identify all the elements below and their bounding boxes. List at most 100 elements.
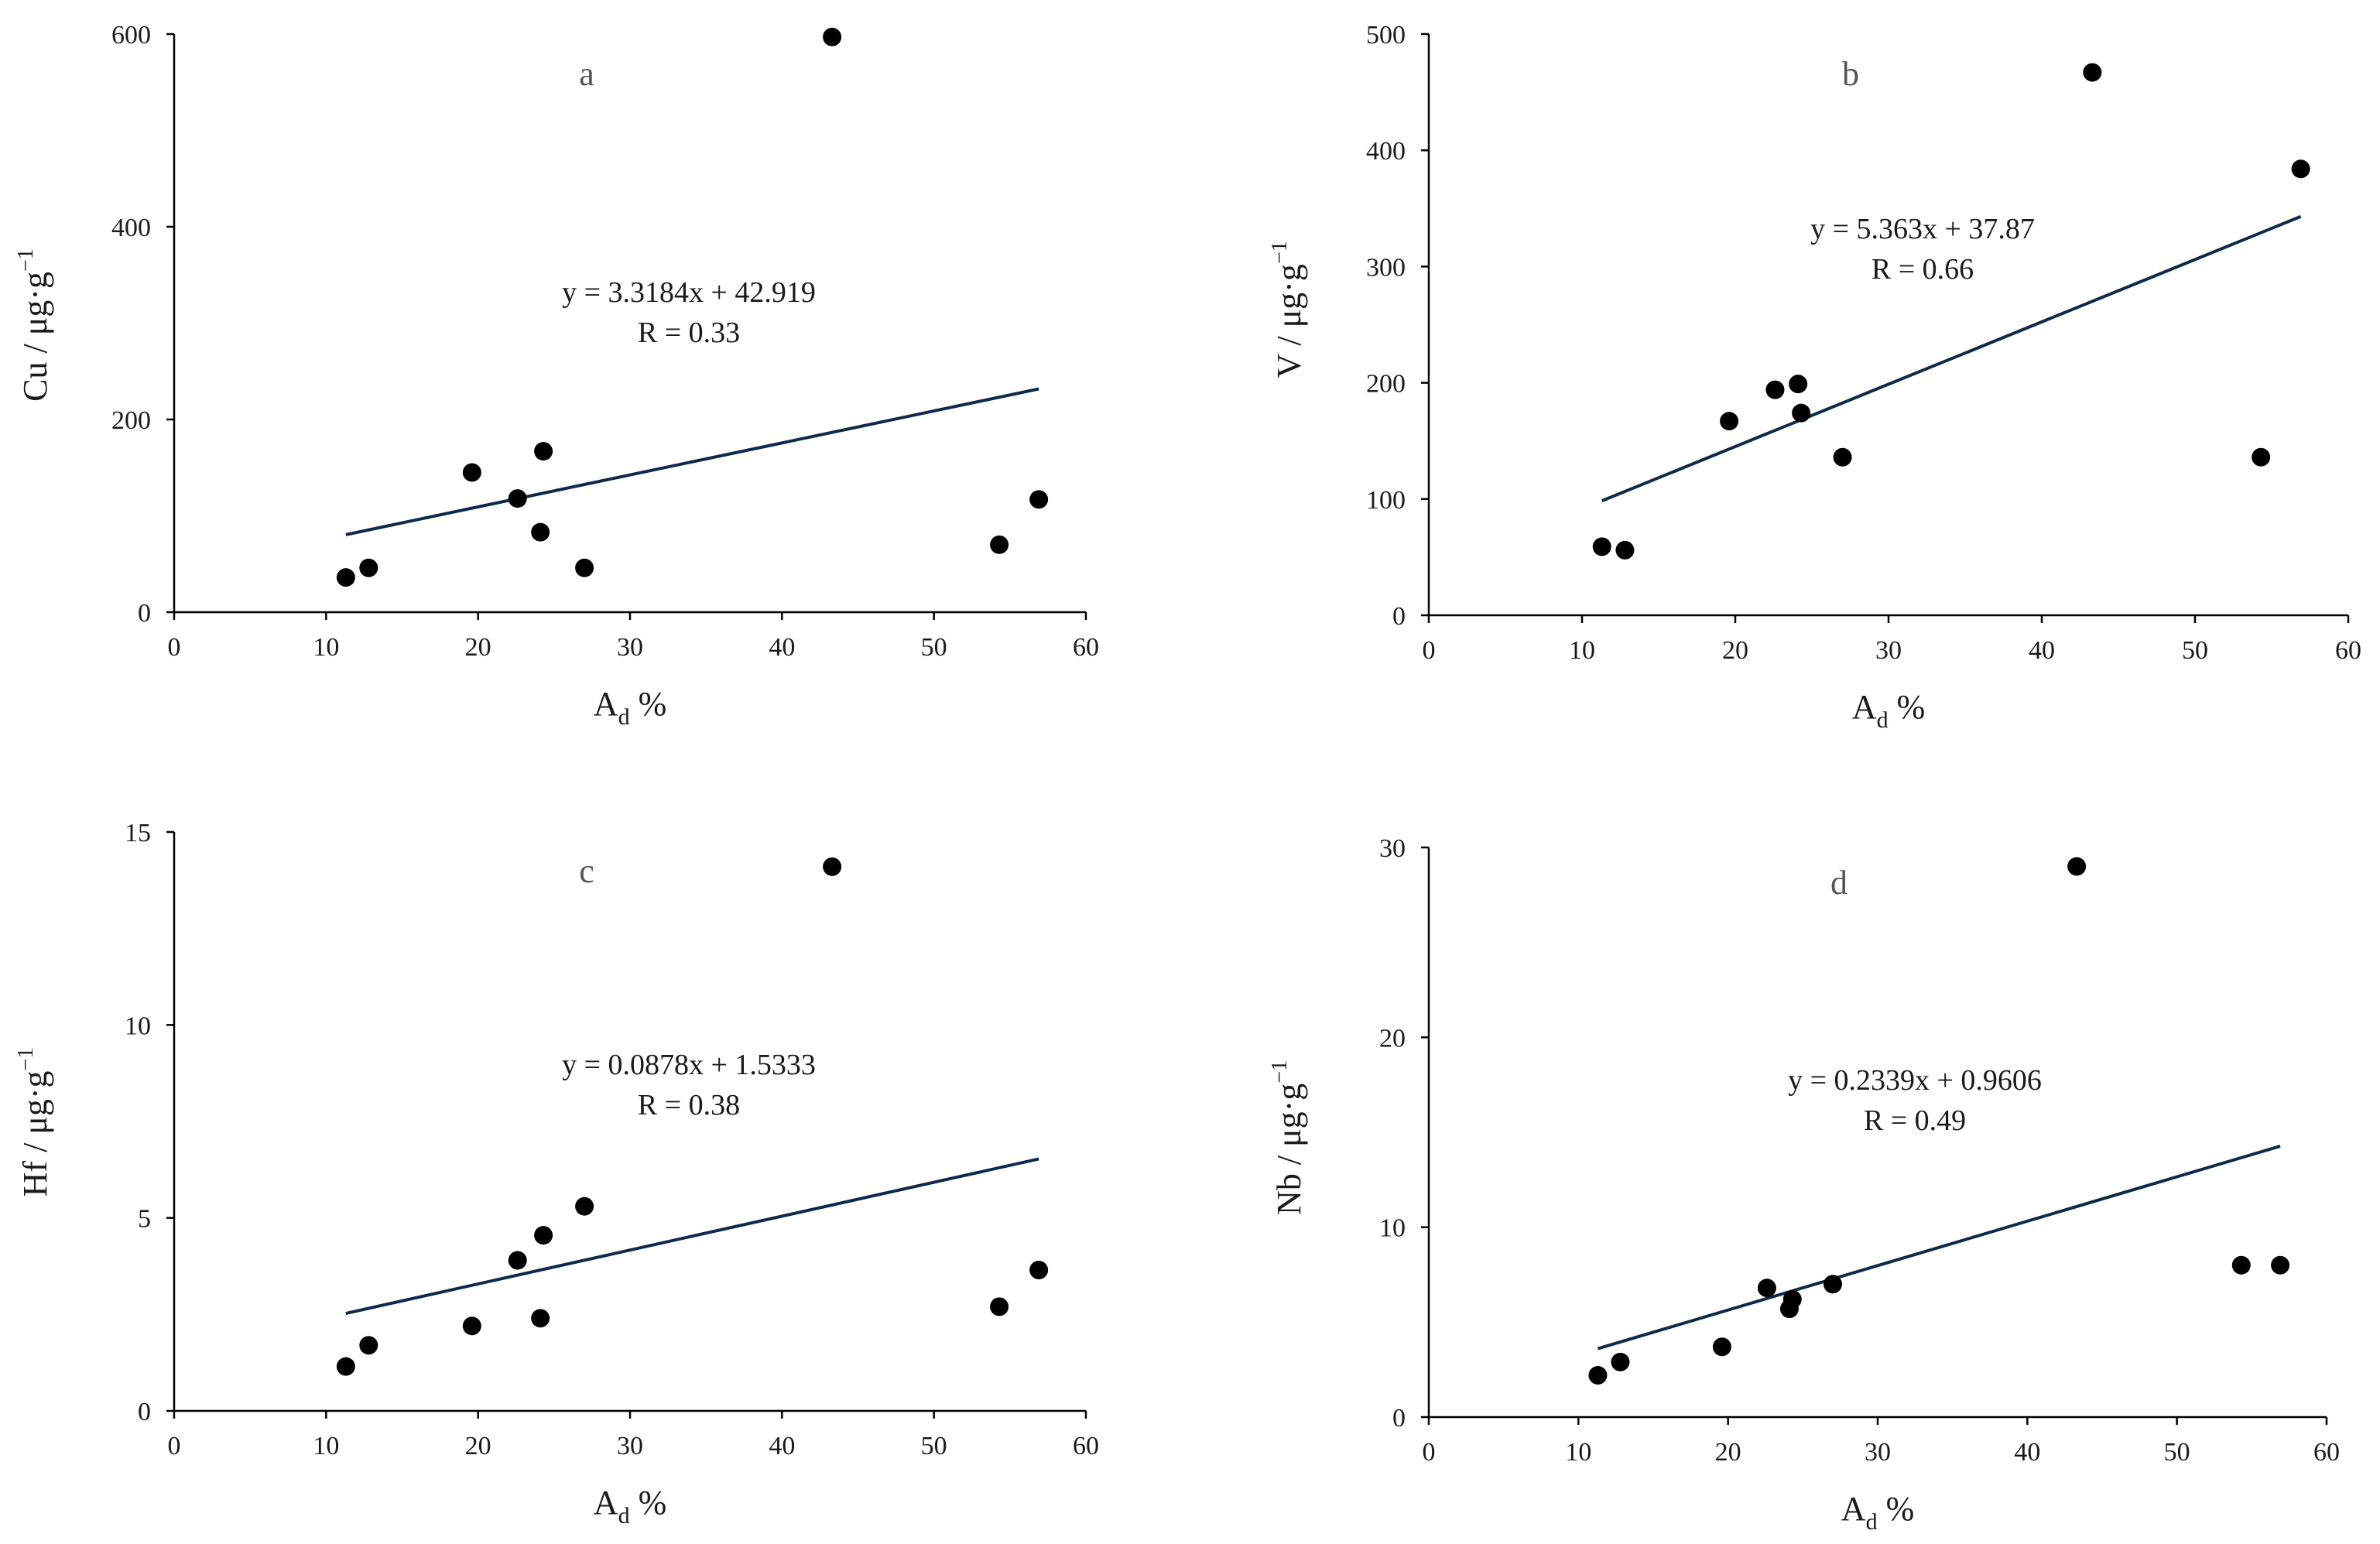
x-axis-title-unit: %: [1889, 688, 1926, 726]
x-tick-label: 0: [1423, 636, 1436, 665]
x-axis-title-main: A: [594, 685, 618, 723]
x-tick-label: 50: [921, 633, 947, 662]
trend-line: [345, 387, 1039, 536]
data-point: [1029, 490, 1049, 509]
y-axis-title-group: V / μg·g−1: [1268, 241, 1308, 378]
data-point: [1824, 1275, 1842, 1294]
x-axis-title: Ad %: [594, 685, 666, 730]
panel-d: 0 10 20 30 40 50 60 0 10 20 30 d y = 0.2339x + 0.960…: [1268, 834, 2340, 1535]
data-point: [508, 1251, 527, 1270]
data-point: [1029, 1260, 1049, 1279]
y-axis-title-group: Cu / μg·g−1: [14, 248, 54, 402]
data-point: [2271, 1255, 2290, 1275]
correlation-label: R = 0.49: [1864, 1104, 1966, 1137]
x-axis-title-main: A: [1841, 1490, 1866, 1528]
x-axis-title-main: A: [594, 1484, 618, 1522]
x-tick-label: 60: [1073, 633, 1099, 662]
y-axis-title-superscript: −1: [1268, 1060, 1292, 1084]
x-tick-label: 60: [2313, 1438, 2340, 1467]
y-axis-title-group: Nb / μg·g−1: [1268, 1060, 1308, 1215]
x-tick-label: 40: [769, 1432, 795, 1460]
x-tick-label: 60: [1073, 1432, 1099, 1460]
regression-equation: y = 0.0878x + 1.5333: [562, 1049, 816, 1081]
data-point: [1611, 1352, 1630, 1371]
data-point: [531, 1309, 550, 1328]
y-axis-title: Hf / μg·g−1: [14, 1048, 54, 1197]
correlation-label: R = 0.38: [638, 1089, 740, 1121]
trend-line: [1601, 214, 2302, 502]
data-point: [823, 27, 842, 46]
y-tick-label: 600: [111, 21, 151, 50]
x-axis-title-subscript: d: [618, 1503, 630, 1529]
x-axis-title-subscript: d: [1866, 1509, 1878, 1535]
data-point: [990, 1297, 1009, 1316]
x-axis-title-subscript: d: [618, 704, 630, 730]
y-tick-label: 200: [111, 406, 151, 435]
data-point: [534, 1226, 553, 1245]
y-tick-label: 200: [1366, 370, 1406, 399]
y-axis-title-superscript: −1: [1268, 241, 1292, 264]
data-point: [336, 1357, 355, 1376]
y-tick-label: 0: [1392, 1404, 1406, 1433]
x-tick-label: 20: [1722, 636, 1748, 665]
y-axis-title: V / μg·g−1: [1268, 241, 1308, 378]
y-tick-label: 15: [125, 819, 151, 847]
x-tick-label: 30: [1875, 636, 1902, 665]
data-point: [2291, 159, 2310, 179]
y-axis-title-main: Hf / μg·g: [16, 1070, 54, 1197]
x-tick-label: 50: [2164, 1438, 2190, 1467]
y-axis-title-group: Hf / μg·g−1: [14, 1048, 54, 1197]
data-point: [1712, 1337, 1731, 1357]
data-point: [1789, 375, 1808, 394]
panel-letter: c: [579, 852, 594, 890]
y-tick-label: 20: [1379, 1024, 1406, 1053]
x-tick-label: 0: [168, 633, 181, 662]
data-point: [508, 489, 527, 508]
data-point: [359, 558, 378, 577]
y-tick-label: 300: [1366, 253, 1406, 282]
y-axis-title-superscript: −1: [14, 1048, 38, 1071]
x-tick-label: 30: [617, 1432, 643, 1460]
data-point: [2067, 857, 2087, 876]
data-point: [2252, 447, 2271, 467]
x-tick-label: 40: [2029, 636, 2055, 665]
data-point: [462, 1316, 481, 1336]
x-tick-label: 0: [168, 1432, 181, 1460]
data-point: [1588, 1366, 1608, 1385]
x-tick-label: 10: [1569, 636, 1595, 665]
panel-letter: a: [579, 55, 594, 93]
y-tick-label: 5: [138, 1205, 151, 1234]
x-tick-label: 10: [313, 633, 339, 662]
y-tick-label: 400: [111, 214, 151, 242]
y-axis-title-superscript: −1: [14, 248, 38, 272]
panel-c: 0 10 20 30 40 50 60 0 5 10 15 c y = 0.0878x + 1.5333…: [14, 819, 1099, 1529]
y-axis-title-main: Nb / μg·g: [1270, 1084, 1308, 1215]
x-tick-label: 60: [2335, 636, 2361, 665]
trend-line: [1597, 1145, 2281, 1351]
y-tick-label: 10: [125, 1012, 151, 1040]
x-tick-label: 10: [1565, 1438, 1591, 1467]
x-axis-title-unit: %: [1878, 1490, 1915, 1528]
x-axis-title-unit: %: [630, 685, 667, 723]
data-point: [990, 535, 1009, 554]
trend-line: [345, 1157, 1039, 1316]
data-point: [531, 522, 550, 542]
x-tick-label: 30: [617, 633, 643, 662]
regression-equation: y = 5.363x + 37.87: [1810, 213, 2035, 245]
x-tick-label: 20: [465, 633, 491, 662]
y-tick-label: 100: [1366, 486, 1406, 515]
correlation-label: R = 0.33: [638, 317, 740, 349]
y-tick-label: 500: [1366, 21, 1406, 50]
data-point: [359, 1336, 378, 1355]
y-axis-title-main: V / μg·g: [1270, 264, 1308, 378]
x-tick-label: 0: [1423, 1438, 1436, 1467]
data-point: [1615, 540, 1635, 560]
x-tick-label: 30: [1865, 1438, 1891, 1467]
data-point: [1792, 403, 1811, 423]
data-point: [336, 568, 355, 587]
data-point: [575, 1197, 594, 1216]
data-point: [823, 857, 842, 876]
data-point: [1592, 537, 1611, 556]
